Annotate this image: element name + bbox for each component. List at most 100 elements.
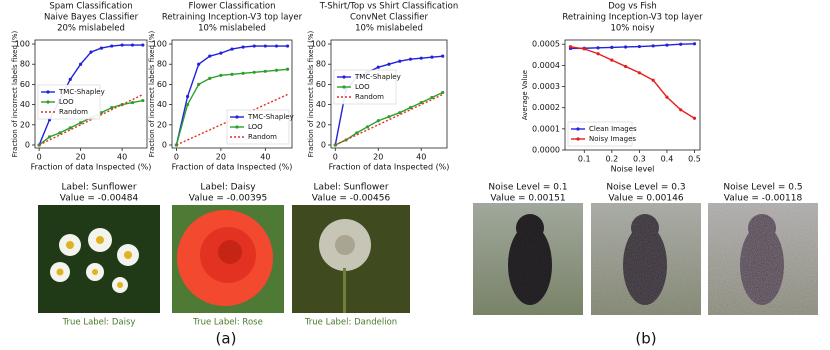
data-point: [197, 62, 201, 66]
legend-label: LOO: [355, 83, 370, 91]
x-tick-label: 40: [260, 153, 270, 162]
data-point: [110, 106, 114, 110]
data-point: [208, 54, 212, 58]
data-point: [665, 43, 669, 47]
y-tick-label: 40: [20, 100, 30, 109]
x-tick-label: 0.1: [578, 155, 591, 164]
data-point: [398, 59, 402, 63]
data-point: [219, 51, 223, 55]
y-tick-label: 20: [316, 120, 326, 129]
image-label: Label: Daisy: [200, 183, 256, 193]
legend-marker: [235, 115, 239, 119]
data-point: [692, 116, 697, 120]
legend-box: [567, 121, 633, 147]
data-point: [47, 135, 52, 139]
data-point: [241, 45, 245, 49]
data-point: [141, 43, 145, 47]
y-tick-label: 0: [321, 140, 326, 149]
y-axis-label: Fraction of incorrect labels fixed (%): [148, 30, 156, 157]
series-line: [38, 93, 144, 146]
y-tick-label: 80: [20, 60, 30, 69]
x-tick-label: 40: [117, 153, 127, 162]
x-tick-label: 20: [216, 153, 226, 162]
data-point: [130, 43, 135, 47]
data-point: [285, 67, 290, 71]
legend-marker: [342, 75, 346, 79]
y-axis-label: Fraction of incorrect labels fixed (%): [307, 30, 315, 157]
data-point: [624, 64, 628, 69]
data-point: [263, 69, 267, 73]
legend-marker: [576, 127, 580, 131]
legend-label: Noisy Images: [589, 135, 636, 143]
data-point: [408, 57, 413, 61]
x-tick-label: 20: [373, 153, 383, 162]
data-point: [610, 45, 614, 50]
chart-title: 10% mislabeled: [198, 24, 266, 34]
data-point: [419, 56, 423, 60]
legend-label: Random: [355, 93, 384, 101]
image-label: Noise Level = 0.3: [606, 183, 685, 193]
y-axis-label: Average Value: [521, 70, 529, 120]
data-point: [274, 44, 279, 48]
data-point: [582, 47, 586, 51]
legend-label: TMC-Shapley: [58, 88, 105, 96]
x-axis-label: Fraction of data Inspected (%): [172, 163, 293, 172]
data-point: [68, 77, 72, 81]
image-label: Label: Sunflower: [61, 183, 136, 193]
data-point: [651, 44, 655, 48]
legend: TMC-Shapley LOO Random: [333, 69, 401, 105]
true-label: True Label: Daisy: [62, 318, 136, 328]
data-point: [141, 98, 145, 103]
x-tick-label: 0.5: [688, 155, 701, 164]
y-tick-label: 0.0005: [532, 40, 560, 49]
legend-label: Clean Images: [589, 125, 637, 133]
image-value: Value = -0.00118: [724, 194, 803, 204]
data-point: [408, 106, 413, 110]
data-point: [208, 76, 212, 80]
chart-title: 20% mislabeled: [57, 24, 125, 34]
legend-marker: [342, 85, 346, 89]
y-tick-label: 40: [157, 100, 167, 109]
legend-marker: [46, 100, 50, 104]
legend-label: TMC-Shapley: [247, 113, 294, 121]
series-line: [570, 46, 695, 119]
data-point: [79, 121, 83, 125]
data-point: [610, 58, 614, 62]
data-point: [219, 73, 223, 77]
data-point: [68, 126, 72, 130]
data-point: [692, 42, 697, 46]
data-point: [568, 45, 573, 49]
chart-title: Naive Bayes Classifier: [44, 13, 139, 23]
legend-label: TMC-Shapley: [354, 73, 401, 81]
legend: TMC-Shapley LOO Random: [226, 109, 294, 145]
x-tick-label: 0: [37, 153, 42, 162]
data-point: [252, 70, 256, 74]
data-point: [441, 54, 445, 58]
plot-frame: [330, 39, 448, 149]
x-tick-label: 0: [333, 153, 338, 162]
data-point: [419, 100, 423, 105]
data-point: [679, 108, 683, 112]
chart-title: Dog vs Fish: [608, 2, 656, 12]
plot-frame: [564, 39, 701, 151]
chart-title: Retraining Inception-V3 top layer: [562, 13, 703, 23]
y-tick-label: 0.0000: [532, 146, 560, 155]
data-point: [376, 65, 380, 69]
dog-image: [591, 203, 701, 315]
data-point: [110, 44, 114, 48]
chart-title: 10% mislabeled: [355, 24, 423, 34]
data-point: [58, 131, 62, 135]
data-point: [637, 71, 641, 75]
data-point: [624, 45, 628, 49]
data-point: [637, 44, 641, 49]
data-point: [430, 55, 434, 59]
y-tick-label: 60: [316, 80, 326, 89]
chart: T-Shirt/Top vs Shirt ClassificationConvN…: [307, 2, 458, 172]
image-label: Noise Level = 0.1: [488, 183, 567, 193]
true-label: True Label: Rose: [192, 318, 263, 328]
y-tick-label: 0: [25, 140, 30, 149]
image-value: Value = 0.00151: [490, 194, 565, 204]
